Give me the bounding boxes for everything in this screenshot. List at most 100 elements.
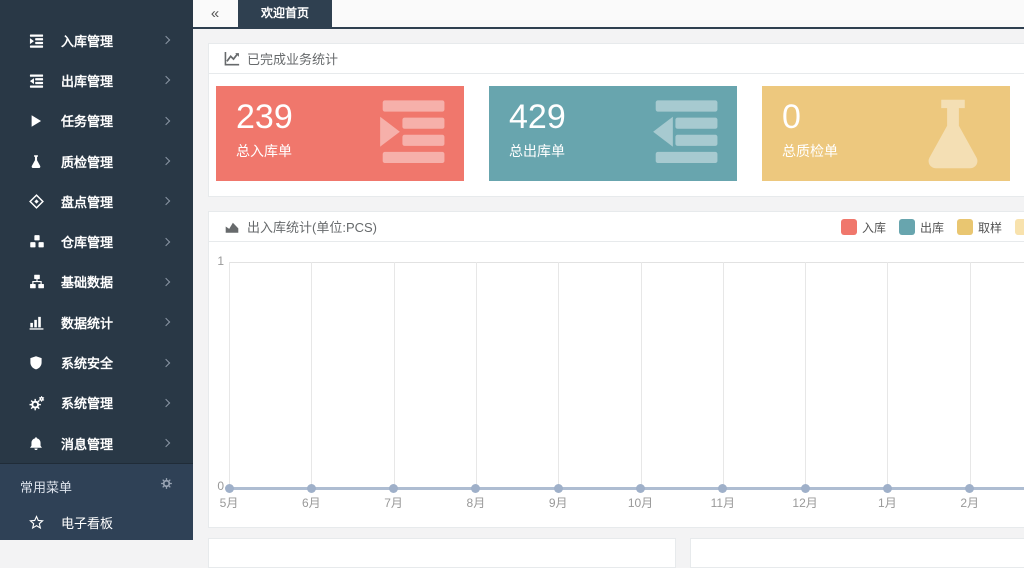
line-chart: 5月 6月 7月 8月 9月 10月 11月 12月 1月 2月 1 0 — [209, 242, 1024, 527]
sidebar-item-label: 任务管理 — [61, 114, 114, 130]
sidebar-item-label: 盘点管理 — [61, 194, 114, 210]
stat-card-label: 总入库单 — [236, 143, 292, 159]
sidebar-item-1[interactable]: 出库管理 — [0, 60, 193, 100]
chart-gridline — [475, 262, 477, 488]
x-axis-label: 2月 — [960, 496, 980, 510]
chevron-right-icon — [161, 358, 171, 367]
sidebar-item-6[interactable]: 基础数据 — [0, 262, 193, 302]
common-menu-section: 常用菜单 电子看板 — [0, 463, 193, 540]
play-icon — [29, 114, 46, 128]
cogs-icon — [29, 395, 46, 411]
sidebar-item-label: 出库管理 — [61, 73, 114, 89]
chart-data-point — [224, 484, 234, 493]
bottom-panel-right — [690, 538, 1024, 568]
sidebar-item-8[interactable]: 系统安全 — [0, 342, 193, 382]
chart-data-point — [636, 484, 645, 493]
chevron-right-icon — [161, 35, 171, 45]
legend-item-2[interactable]: 取样 — [957, 219, 1002, 236]
stat-card-value: 429 — [509, 98, 566, 136]
legend-item-0[interactable]: 入库 — [841, 219, 886, 236]
bar-chart-icon — [29, 315, 46, 330]
sidebar-item-label: 质检管理 — [61, 154, 114, 170]
chevron-right-icon — [161, 317, 171, 327]
line-chart-icon — [224, 51, 240, 66]
common-menu-header: 常用菜单 — [0, 464, 193, 504]
legend-item-1[interactable]: 出库 — [899, 219, 944, 236]
outbound-doc-icon — [634, 97, 722, 169]
x-axis-label: 9月 — [548, 496, 568, 510]
chart-data-point — [471, 484, 481, 493]
chart-panel: 出入库统计(单位:PCS) 入库 出库 取样 5月 6月 7月 8月 9月 10月 11月 12月… — [208, 211, 1024, 528]
x-axis-label: 12月 — [792, 496, 818, 510]
sidebar-item-label: 数据统计 — [61, 315, 114, 331]
collapse-sidebar-button[interactable]: « — [210, 5, 220, 22]
common-menu-items: 电子看板 — [0, 504, 193, 541]
sidebar-item-2[interactable]: 任务管理 — [0, 101, 193, 141]
chart-data-point — [882, 484, 892, 493]
star-icon — [29, 515, 46, 530]
legend-label: 入库 — [862, 220, 887, 235]
flask-icon — [29, 154, 46, 169]
legend-item-3[interactable] — [1015, 219, 1024, 235]
stat-card-2: 0 总质检单 — [762, 86, 1010, 181]
diamond-icon — [29, 193, 46, 209]
chart-data-point — [553, 484, 563, 493]
x-axis-label: 7月 — [384, 496, 403, 510]
legend-label: 出库 — [920, 220, 945, 235]
chart-panel-title: 出入库统计(单位:PCS) — [247, 220, 378, 235]
x-axis-label: 10月 — [627, 496, 654, 510]
stat-card-0: 239 总入库单 — [216, 86, 464, 181]
chart-gridline — [722, 262, 724, 488]
area-chart-icon — [224, 220, 240, 234]
stat-card-value: 0 — [782, 98, 801, 136]
sidebar-item-label: 基础数据 — [61, 275, 114, 291]
chevron-right-icon — [161, 116, 171, 125]
sitemap-icon — [29, 274, 46, 289]
quick-menu-item-0[interactable]: 电子看板 — [0, 504, 193, 541]
cubes-icon — [29, 234, 46, 249]
sidebar-item-label: 系统安全 — [61, 356, 114, 372]
chart-gridline — [229, 262, 230, 488]
chevron-right-icon — [161, 237, 171, 246]
stat-card-1: 429 总出库单 — [489, 86, 737, 181]
sidebar-item-3[interactable]: 质检管理 — [0, 141, 193, 181]
sidebar-item-0[interactable]: 入库管理 — [0, 20, 193, 60]
sidebar-item-10[interactable]: 消息管理 — [0, 423, 193, 463]
sidebar-item-label: 仓库管理 — [61, 235, 114, 251]
chart-data-point — [965, 484, 975, 493]
inbound-doc-icon — [361, 97, 449, 169]
x-axis-label: 5月 — [219, 496, 239, 510]
quick-item-label: 电子看板 — [61, 516, 114, 531]
stats-panel-title: 已完成业务统计 — [247, 52, 339, 67]
sidebar-nav: 入库管理出库管理任务管理质检管理盘点管理仓库管理基础数据数据统计系统安全系统管理… — [0, 0, 193, 463]
bottom-panel-left — [208, 538, 676, 568]
sidebar-item-label: 入库管理 — [61, 33, 114, 49]
inbound-list-icon — [29, 33, 46, 48]
chart-gridline — [558, 262, 560, 488]
legend-swatch — [841, 219, 857, 235]
sidebar-item-label: 系统管理 — [61, 396, 114, 412]
chevron-right-icon — [161, 438, 171, 448]
chart-panel-header: 出入库统计(单位:PCS) 入库 出库 取样 — [209, 212, 1024, 242]
chart-gridline — [969, 262, 971, 488]
chart-data-point — [389, 484, 399, 493]
sidebar-item-7[interactable]: 数据统计 — [0, 302, 193, 342]
chart-data-point — [718, 484, 728, 493]
bottom-panels-row — [208, 538, 1024, 568]
chevron-right-icon — [161, 76, 171, 85]
sidebar: 入库管理出库管理任务管理质检管理盘点管理仓库管理基础数据数据统计系统安全系统管理… — [0, 0, 193, 540]
tab-welcome-home[interactable]: 欢迎首页 — [238, 0, 333, 27]
sidebar-item-label: 消息管理 — [61, 436, 114, 452]
y-axis-label: 0 — [217, 479, 224, 493]
sidebar-item-4[interactable]: 盘点管理 — [0, 181, 193, 221]
stat-card-label: 总出库单 — [509, 143, 565, 159]
x-axis-label: 1月 — [878, 496, 897, 510]
chart-series-line — [229, 487, 1024, 490]
tab-bar: « 欢迎首页 — [193, 0, 1024, 29]
stat-card-value: 239 — [236, 98, 293, 136]
sidebar-item-5[interactable]: 仓库管理 — [0, 221, 193, 261]
legend-swatch — [1015, 219, 1024, 235]
sidebar-item-9[interactable]: 系统管理 — [0, 383, 193, 423]
gear-icon[interactable] — [160, 477, 173, 490]
stat-cards: 239 总入库单 429 总出库单 0 总质检单 — [209, 74, 1024, 196]
